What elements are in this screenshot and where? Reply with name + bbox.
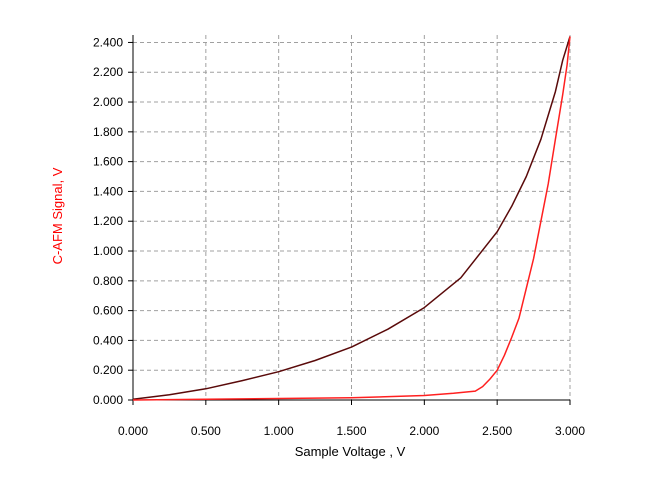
y-tick-label: 1.800: [93, 125, 123, 139]
y-tick-label: 0.600: [93, 304, 123, 318]
y-tick-label: 1.400: [93, 184, 123, 198]
y-tick-label: 1.600: [93, 155, 123, 169]
x-tick-label: 3.000: [555, 424, 585, 438]
y-tick-label: 2.000: [93, 95, 123, 109]
x-tick-label: 1.500: [336, 424, 366, 438]
y-axis-title: C-AFM Signal, V: [50, 167, 65, 264]
x-axis-title: Sample Voltage , V: [295, 444, 406, 459]
series-line-2: [132, 36, 571, 401]
x-tick-label: 1.000: [264, 424, 294, 438]
y-tick-label: 1.200: [93, 214, 123, 228]
y-tick-label: 2.200: [93, 65, 123, 79]
grid-lines: [133, 35, 571, 400]
series-line-1: [132, 36, 571, 401]
tick-labels: 0.000 0.500 1.000 1.500 2.000 2.500 3.000 0.000…: [93, 35, 585, 438]
x-tick-label: 2.500: [482, 424, 512, 438]
y-tick-label: 1.000: [93, 244, 123, 258]
x-tick-label: 0.000: [118, 424, 148, 438]
y-tick-label: 0.400: [93, 333, 123, 347]
data-series: [132, 36, 571, 401]
y-tick-label: 0.800: [93, 274, 123, 288]
x-tick-label: 2.000: [409, 424, 439, 438]
y-tick-label: 0.200: [93, 363, 123, 377]
y-tick-label: 2.400: [93, 35, 123, 49]
x-tick-label: 0.500: [191, 424, 221, 438]
y-tick-label: 0.000: [93, 393, 123, 407]
